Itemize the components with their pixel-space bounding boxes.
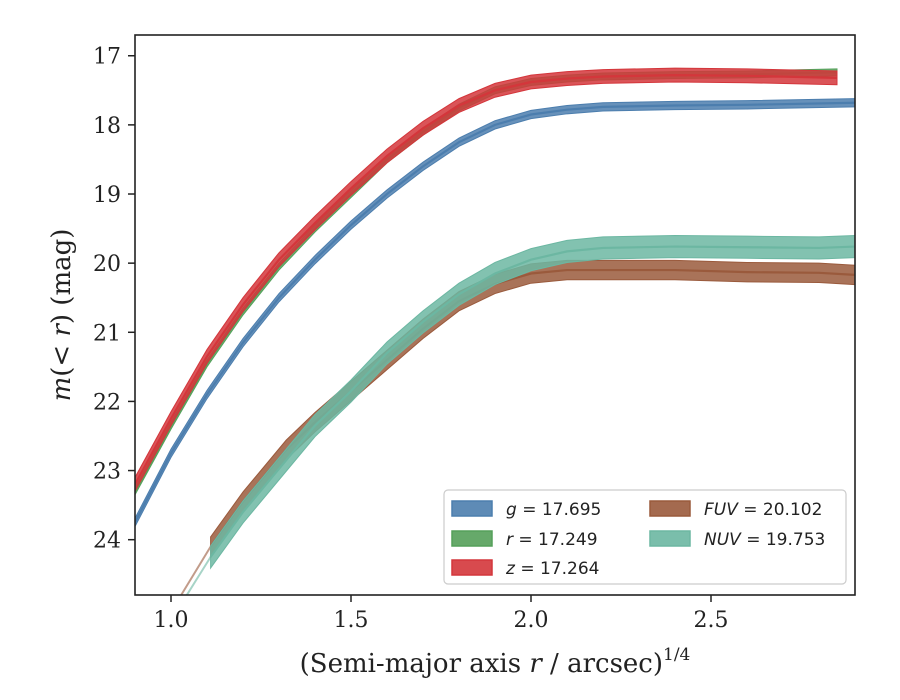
legend-swatch-nuv [649,530,691,547]
extrapolation-line-fuv [180,546,212,595]
y-tick-label: 21 [93,321,121,346]
legend-swatch-fuv [649,500,691,517]
legend-swatch-z [451,559,493,576]
legend-swatch-r [451,530,493,547]
x-tick-label: 1.0 [154,608,189,633]
extrapolation-line-nuv [185,556,212,595]
y-tick-label: 22 [93,390,121,415]
series-line-nuv [209,245,855,558]
x-tick-label: 2.0 [514,608,549,633]
y-tick-label: 18 [93,114,121,139]
y-tick-label: 19 [93,183,121,208]
legend-swatch-g [451,500,493,517]
series-band-z [135,67,838,492]
legend-label-fuv: FUV = 20.102 [704,500,822,520]
legend-label-nuv: NUV = 19.753 [704,530,825,550]
data-layer [135,67,855,595]
y-tick-label: 17 [93,45,121,70]
legend-label-r: r = 17.249 [506,530,598,550]
y-tick-label: 20 [93,252,121,277]
y-axis-label: m(< r) (mag) [47,229,77,402]
legend-label-g: g = 17.695 [506,500,601,520]
x-tick-label: 1.5 [334,608,369,633]
legend-label-z: z = 17.264 [505,559,599,579]
plot-frame [134,34,856,596]
legend: g = 17.695 r = 17.249 z = 17.264 FUV = 20.1… [443,489,847,585]
tick-layer: 1.0 1.5 2.0 2.5 17 18 19 20 21 22 23 24 [93,45,729,633]
series-line-z [135,73,838,485]
x-tick-label: 2.5 [694,608,729,633]
y-tick-label: 23 [93,460,121,485]
series-band-g [135,98,855,527]
legend-box [443,489,847,585]
series-line-g [135,101,855,523]
x-axis-label: (Semi-major axis r / arcsec)1/4 [300,645,691,679]
y-tick-label: 24 [93,529,121,554]
